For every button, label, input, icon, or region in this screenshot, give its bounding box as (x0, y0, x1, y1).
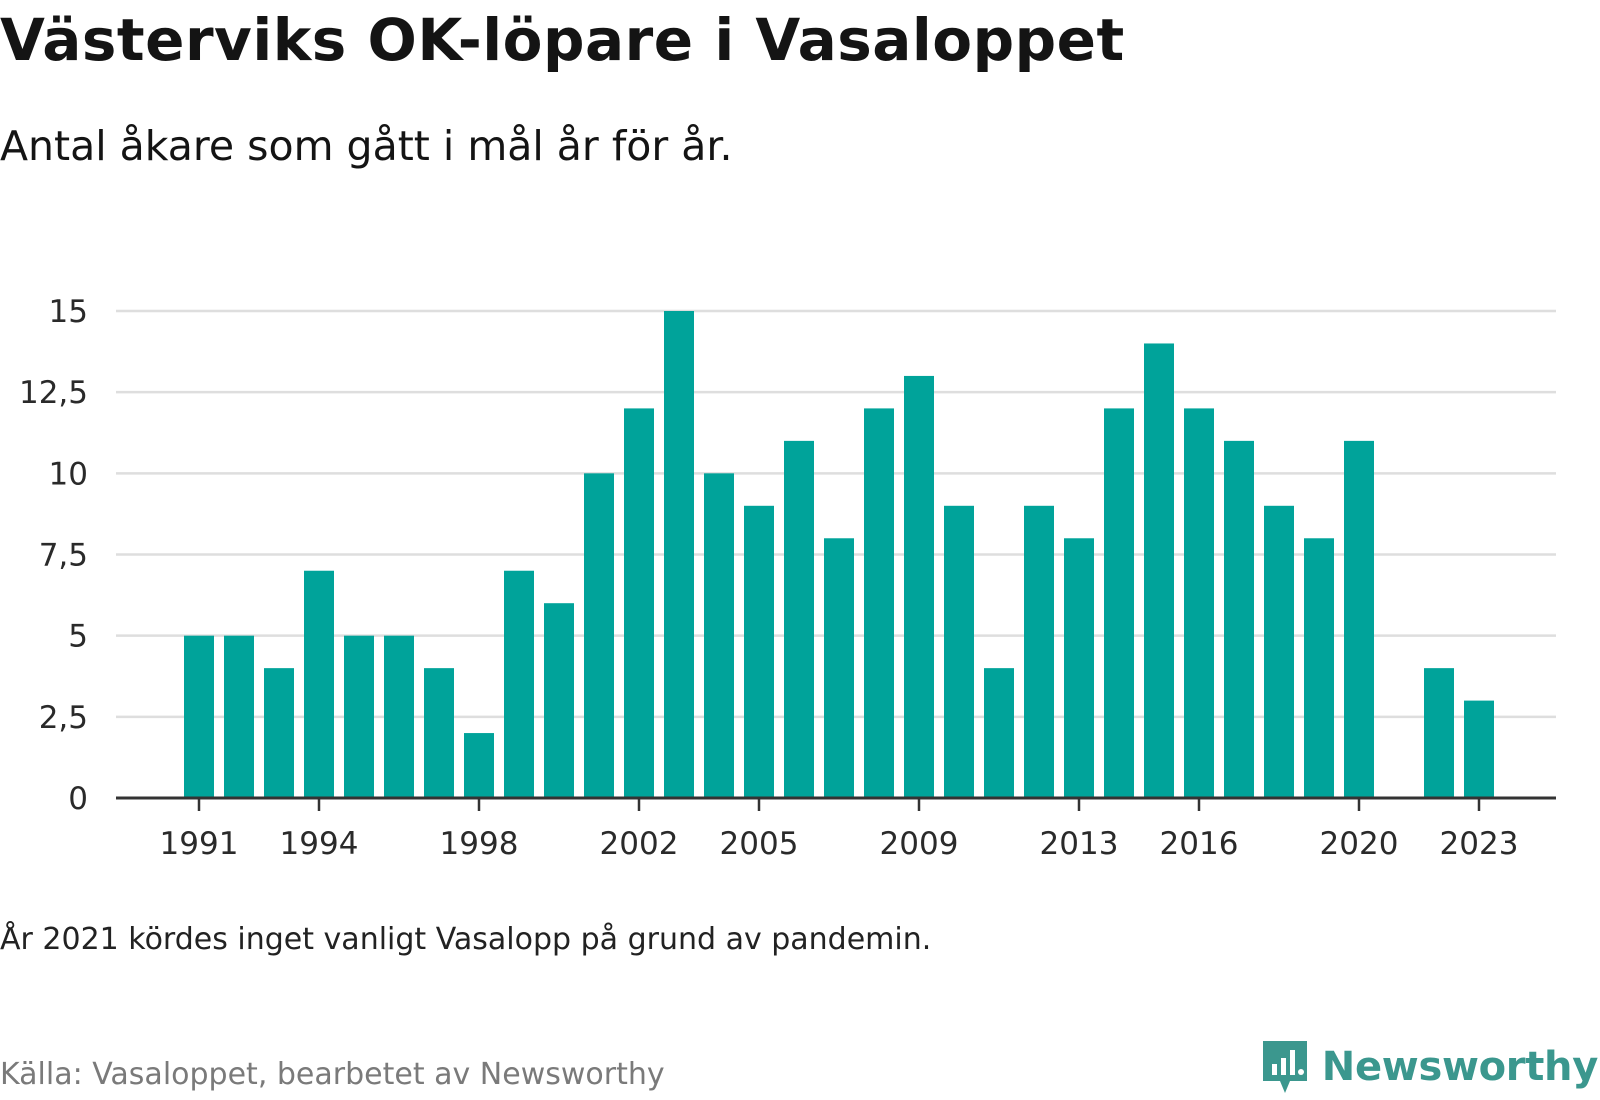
bar-2020 (1344, 440, 1374, 798)
bar-2001 (584, 473, 614, 798)
x-tick-label: 1994 (280, 826, 359, 862)
bar-2023 (1464, 700, 1494, 798)
bar-2009 (904, 375, 934, 798)
y-axis: 0 2,5 5 7,5 10 12,5 15 (19, 294, 88, 817)
bar-2017 (1224, 440, 1254, 798)
bar-chart: 0 2,5 5 7,5 10 12,5 15 1991 1994 1998 2002 2005 200… (19, 294, 1556, 862)
bar-2018 (1264, 505, 1294, 798)
x-axis: 1991 1994 1998 2002 2005 2009 2013 2016 2020 2023 (116, 796, 1556, 862)
brand-logo: Newsworthy (1260, 1038, 1598, 1096)
bar-1993 (264, 668, 294, 798)
y-tick-label: 7,5 (39, 538, 88, 574)
bar-1991 (184, 635, 214, 798)
x-tick-label: 2016 (1160, 826, 1239, 862)
bar-2019 (1304, 538, 1334, 798)
bar-2000 (544, 603, 574, 798)
bar-2003 (664, 311, 694, 798)
y-tick-label: 5 (68, 619, 88, 655)
y-tick-label: 15 (49, 294, 88, 330)
bar-2008 (864, 408, 894, 798)
chart-title: Västerviks OK-löpare i Vasaloppet (0, 6, 1125, 74)
source-text: Källa: Vasaloppet, bearbetet av Newswort… (0, 1057, 665, 1092)
bar-2012 (1024, 505, 1054, 798)
bar-1995 (344, 635, 374, 798)
y-tick-label: 0 (68, 781, 88, 817)
bar-2013 (1064, 538, 1094, 798)
bar-2015 (1144, 343, 1174, 798)
x-tick-label: 1998 (440, 826, 519, 862)
newsworthy-logo-icon (1262, 1041, 1307, 1093)
brand-name: Newsworthy (1321, 1044, 1599, 1090)
bar-1999 (504, 570, 534, 798)
bar-1992 (224, 635, 254, 798)
bar-2002 (624, 408, 654, 798)
bar-2010 (944, 505, 974, 798)
bar-1998 (464, 733, 494, 798)
chart-subtitle: Antal åkare som gått i mål år för år. (0, 122, 733, 170)
x-tick-label: 2023 (1440, 826, 1519, 862)
y-tick-label: 12,5 (19, 375, 88, 411)
bar-1996 (384, 635, 414, 798)
x-tick-label: 1991 (160, 826, 239, 862)
x-tick-label: 2020 (1320, 826, 1399, 862)
footnote: År 2021 kördes inget vanligt Vasalopp på… (0, 922, 932, 957)
bar-2005 (744, 505, 774, 798)
bar-2004 (704, 473, 734, 798)
y-tick-label: 2,5 (39, 700, 88, 736)
bar-2007 (824, 538, 854, 798)
bar-2022 (1424, 668, 1454, 798)
x-tick-label: 2013 (1040, 826, 1119, 862)
x-tick-label: 2002 (600, 826, 679, 862)
bars (184, 311, 1494, 798)
bar-2006 (784, 440, 814, 798)
x-tick-label: 2009 (880, 826, 959, 862)
y-tick-label: 10 (49, 456, 88, 492)
bar-2014 (1104, 408, 1134, 798)
x-tick-label: 2005 (720, 826, 799, 862)
bar-2016 (1184, 408, 1214, 798)
bar-1994 (304, 570, 334, 798)
bar-2011 (984, 668, 1014, 798)
bar-1997 (424, 668, 454, 798)
